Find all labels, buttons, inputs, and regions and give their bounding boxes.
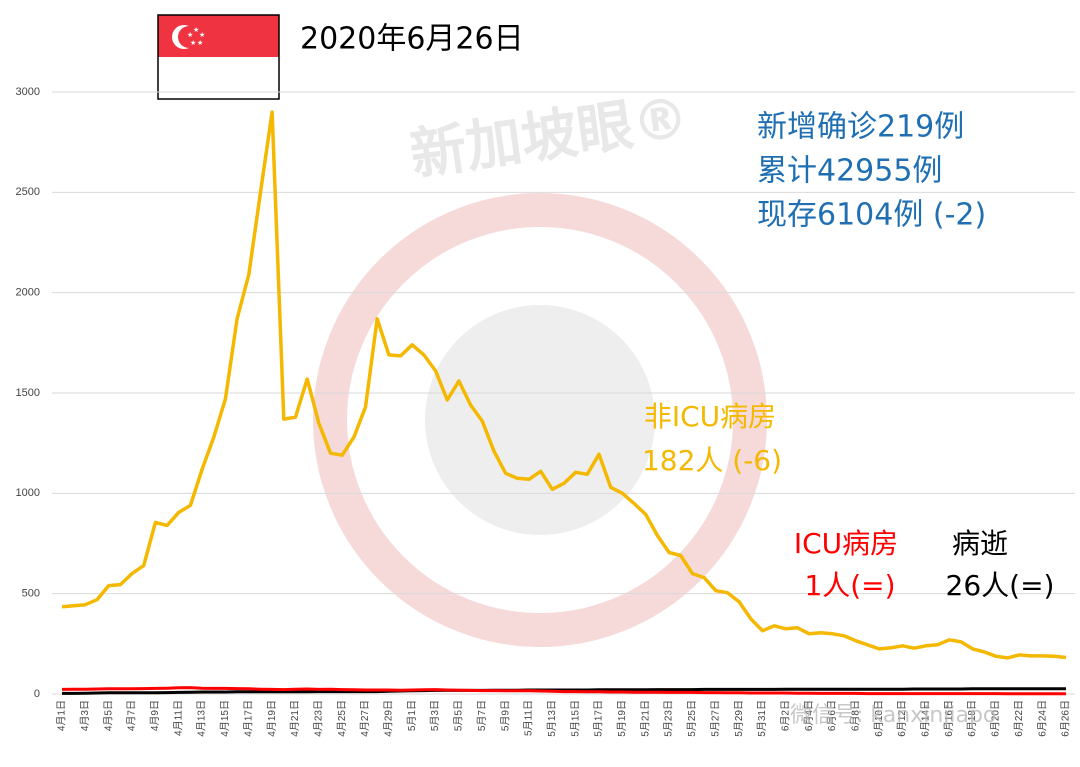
watermark-ring — [313, 193, 767, 647]
x-tick-label: 5月29日 — [733, 700, 745, 737]
x-tick-label: 5月7日 — [476, 700, 488, 731]
x-tick-label: 4月3日 — [79, 700, 91, 731]
series-value-label: 26人(=) — [946, 569, 1055, 602]
x-tick-label: 6月4日 — [803, 700, 815, 731]
x-tick-label: 4月29日 — [383, 700, 395, 737]
x-tick-label: 4月13日 — [196, 700, 208, 737]
x-tick-label: 4月1日 — [56, 700, 68, 731]
x-tick-label: 5月19日 — [616, 700, 628, 737]
x-tick-label: 5月15日 — [569, 700, 581, 737]
y-tick-label: 3000 — [16, 86, 40, 98]
x-tick-label: 6月18日 — [966, 700, 978, 737]
x-tick-label: 6月14日 — [920, 700, 932, 737]
x-tick-label: 6月26日 — [1060, 700, 1072, 737]
series-label: 非ICU病房 — [644, 400, 776, 433]
x-tick-label: 4月15日 — [219, 700, 231, 737]
series-label: ICU病房 — [794, 527, 898, 560]
svg-text:★: ★ — [199, 31, 205, 39]
series-line — [61, 110, 1067, 660]
x-tick-label: 6月2日 — [779, 700, 791, 731]
series-line — [61, 686, 1066, 696]
x-tick-label: 4月5日 — [102, 700, 114, 731]
x-tick-label: 4月23日 — [312, 700, 324, 737]
y-tick-label: 1000 — [16, 487, 40, 499]
x-tick-label: 5月11日 — [523, 700, 535, 736]
y-tick-label: 1500 — [16, 387, 40, 399]
y-tick-label: 500 — [22, 588, 40, 600]
series-line — [62, 687, 1066, 695]
x-tick-label: 6月6日 — [826, 700, 838, 731]
x-tick-label: 4月25日 — [336, 700, 348, 737]
x-tick-label: 5月9日 — [499, 700, 511, 731]
series-value-label: 182人 (-6) — [642, 444, 782, 477]
x-tick-label: 5月21日 — [639, 700, 651, 737]
y-tick-label: 2500 — [16, 186, 40, 198]
x-tick-label: 6月24日 — [1036, 700, 1048, 737]
stats-text: 新增确诊219例 — [757, 110, 964, 145]
x-tick-label: 6月16日 — [943, 700, 955, 737]
x-tick-label: 4月11日 — [172, 700, 184, 736]
svg-text:★: ★ — [187, 31, 193, 39]
x-tick-label: 5月3日 — [429, 700, 441, 731]
series-value-label: 1人(=) — [804, 569, 895, 602]
x-tick-label: 6月10日 — [873, 700, 885, 737]
x-tick-label: 5月27日 — [709, 700, 721, 737]
x-tick-label: 4月21日 — [289, 700, 301, 737]
x-tick-label: 6月20日 — [990, 700, 1002, 737]
x-tick-label: 6月22日 — [1013, 700, 1025, 737]
stats-text: 现存6104例 (-2) — [757, 198, 986, 233]
x-tick-label: 4月9日 — [149, 700, 161, 731]
svg-text:★: ★ — [197, 39, 203, 47]
x-tick-label: 6月8日 — [850, 700, 862, 731]
watermark: 新加坡眼® — [406, 85, 692, 188]
chart-title: 2020年6月26日 — [300, 22, 524, 57]
x-tick-label: 4月17日 — [242, 700, 254, 737]
svg-text:★: ★ — [193, 26, 199, 34]
x-tick-label: 5月23日 — [663, 700, 675, 737]
x-tick-label: 4月19日 — [266, 700, 278, 737]
series-label: 病逝 — [952, 527, 1008, 560]
flag: ★★★★ ★ — [157, 14, 280, 100]
x-tick-label: 5月5日 — [453, 700, 465, 731]
x-tick-label: 5月17日 — [593, 700, 605, 737]
x-tick-label: 6月12日 — [896, 700, 908, 737]
x-tick-label: 5月31日 — [756, 700, 768, 737]
x-tick-label: 4月7日 — [126, 700, 138, 731]
x-tick-label: 5月1日 — [406, 700, 418, 731]
x-tick-label: 5月13日 — [546, 700, 558, 737]
x-tick-label: 4月27日 — [359, 700, 371, 737]
svg-text:★: ★ — [190, 39, 196, 47]
stats-text: 累计42955例 — [757, 154, 942, 189]
y-tick-label: 0 — [34, 688, 40, 700]
x-tick-label: 5月25日 — [686, 700, 698, 737]
footer-watermark: 微信号: kanxinjiapo — [790, 703, 996, 728]
y-tick-label: 2000 — [16, 287, 40, 299]
watermark-disc — [425, 305, 655, 535]
